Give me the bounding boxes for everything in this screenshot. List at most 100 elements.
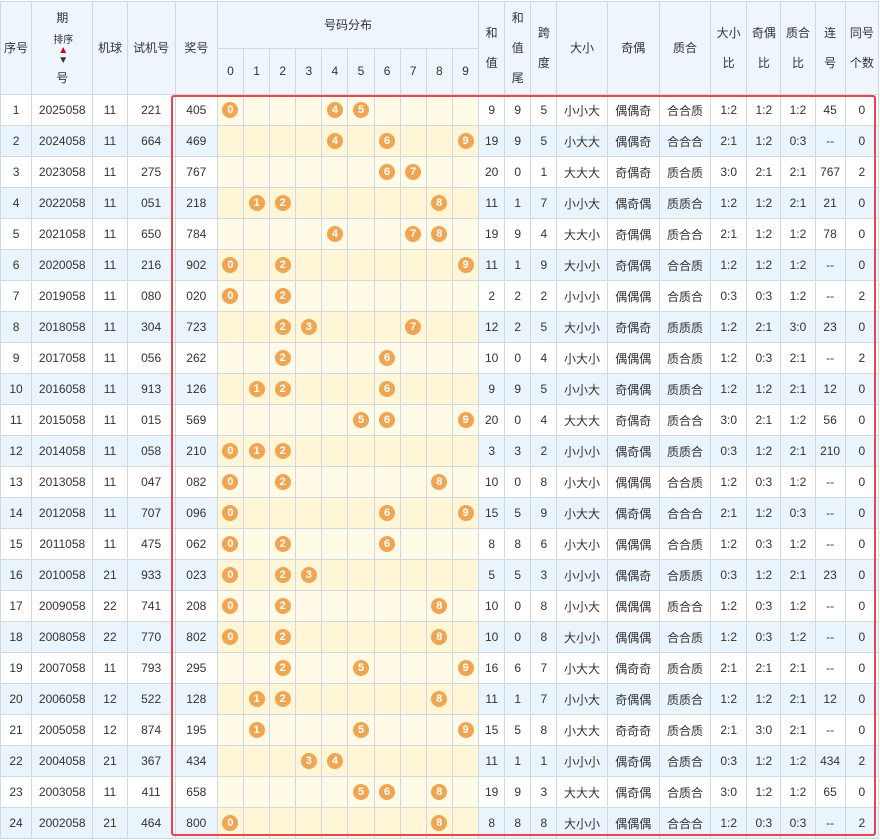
cell-digit-2 [269, 745, 297, 777]
cell-digit-9: 9 [451, 249, 480, 281]
cell-period: 2023058 [31, 156, 94, 188]
cell-parity-ratio: 1:2 [746, 559, 782, 591]
cell-test: 047 [126, 466, 176, 498]
cell-sum: 20 [478, 156, 506, 188]
cell-prize: 082 [174, 466, 218, 498]
cell-seq: 6 [0, 249, 33, 281]
cell-parity: 偶偶偶 [606, 590, 660, 622]
number-ball: 5 [353, 412, 369, 428]
table-row: 3 2023058 11 275 767 6 7 20 0 1 大大大 奇偶奇 质合质 3:0 2:1 2:1… [0, 156, 880, 188]
cell-digit-1: 1 [243, 187, 271, 219]
cell-digit-3 [295, 466, 323, 498]
number-ball: 1 [248, 691, 265, 707]
cell-prime: 合合质 [658, 249, 712, 281]
cell-prize: 218 [174, 187, 218, 219]
cell-digit-7 [399, 187, 427, 219]
number-ball: 0 [222, 474, 239, 490]
cell-digit-1 [243, 249, 271, 281]
cell-period: 2015058 [31, 404, 94, 436]
cell-digit-5 [347, 621, 375, 653]
cell-digit-0 [216, 342, 245, 374]
cell-prime: 合合合 [658, 497, 712, 529]
cell-consecutive: 56 [814, 404, 846, 436]
cell-span: 7 [530, 652, 558, 684]
cell-sum-tail: 1 [504, 249, 532, 281]
cell-prime-ratio: 1:2 [780, 94, 816, 126]
number-ball: 9 [457, 722, 474, 738]
cell-sum: 11 [478, 187, 506, 219]
cell-digit-1 [243, 776, 271, 808]
cell-prime: 质质合 [658, 373, 712, 405]
cell-parity: 偶偶奇 [606, 125, 660, 157]
cell-digit-9: 9 [451, 497, 480, 529]
cell-prime: 质合质 [658, 156, 712, 188]
cell-sum-tail: 0 [504, 621, 532, 653]
cell-period: 2024058 [31, 125, 94, 157]
cell-digit-4 [321, 435, 349, 467]
cell-digit-2: 2 [269, 311, 297, 343]
cell-test: 051 [126, 187, 176, 219]
cell-seq: 20 [0, 683, 33, 715]
sort-down-icon[interactable]: ▼ [58, 55, 69, 66]
cell-digit-3 [295, 94, 323, 126]
cell-digit-1 [243, 94, 271, 126]
cell-prime-ratio: 0:3 [780, 807, 816, 839]
cell-digit-0: 0 [216, 466, 245, 498]
number-ball: 3 [300, 319, 317, 335]
table-row: 4 2022058 11 051 218 1 2 8 11 1 7 小小大 偶奇偶 质质合 1:2 1:2 2:… [0, 187, 880, 219]
cell-test: 933 [126, 559, 176, 591]
cell-sum-tail: 9 [504, 373, 532, 405]
cell-digit-9 [451, 435, 480, 467]
cell-digit-5 [347, 435, 375, 467]
cell-sum: 3 [478, 435, 506, 467]
cell-consecutive: -- [814, 466, 846, 498]
number-ball: 6 [379, 412, 396, 428]
cell-consecutive: 23 [814, 559, 846, 591]
cell-sum: 15 [478, 497, 506, 529]
number-ball: 0 [222, 598, 239, 614]
cell-digit-0 [216, 404, 245, 436]
cell-digit-4 [321, 776, 349, 808]
cell-size: 小小小 [556, 435, 608, 467]
cell-machine: 11 [92, 94, 128, 126]
cell-span: 8 [530, 714, 558, 746]
cell-digit-2: 2 [269, 342, 297, 374]
cell-prize: 126 [174, 373, 218, 405]
cell-prime: 合合质 [658, 94, 712, 126]
cell-period: 2014058 [31, 435, 94, 467]
cell-parity-ratio: 1:2 [746, 373, 782, 405]
cell-sum-tail: 5 [504, 559, 532, 591]
cell-digit-9 [451, 590, 480, 622]
sort-up-icon[interactable]: ▲ [58, 45, 69, 56]
number-ball: 2 [274, 567, 291, 583]
cell-test: 707 [126, 497, 176, 529]
cell-digit-1 [243, 218, 271, 250]
cell-prize: 208 [174, 590, 218, 622]
cell-same-count: 0 [844, 311, 880, 343]
table-row: 12 2014058 11 058 210 0 1 2 3 3 2 小小小 偶奇偶 质质合 0:3 1:2 2:… [0, 435, 880, 467]
number-ball: 6 [379, 381, 396, 397]
cell-digit-0: 0 [216, 559, 245, 591]
cell-digit-4 [321, 311, 349, 343]
cell-size: 大大大 [556, 404, 608, 436]
cell-digit-5 [347, 683, 375, 715]
cell-same-count: 0 [844, 776, 880, 808]
cell-seq: 15 [0, 528, 33, 560]
cell-digit-7: 7 [399, 156, 427, 188]
header-period[interactable]: 期 排序 ▲ ▼ 号 [31, 1, 94, 95]
cell-digit-9 [451, 218, 480, 250]
cell-same-count: 0 [844, 466, 880, 498]
cell-parity: 偶偶偶 [606, 807, 660, 839]
header-digit-2: 2 [269, 48, 297, 95]
cell-period: 2025058 [31, 94, 94, 126]
cell-machine: 11 [92, 435, 128, 467]
cell-digit-5 [347, 590, 375, 622]
sort-control[interactable]: 排序 ▲ ▼ [34, 36, 92, 66]
cell-period: 2010058 [31, 559, 94, 591]
cell-seq: 13 [0, 466, 33, 498]
cell-prime-ratio: 2:1 [780, 156, 816, 188]
cell-size-ratio: 1:2 [710, 94, 748, 126]
cell-parity: 奇偶偶 [606, 218, 660, 250]
cell-digit-1 [243, 466, 271, 498]
cell-machine: 11 [92, 280, 128, 312]
